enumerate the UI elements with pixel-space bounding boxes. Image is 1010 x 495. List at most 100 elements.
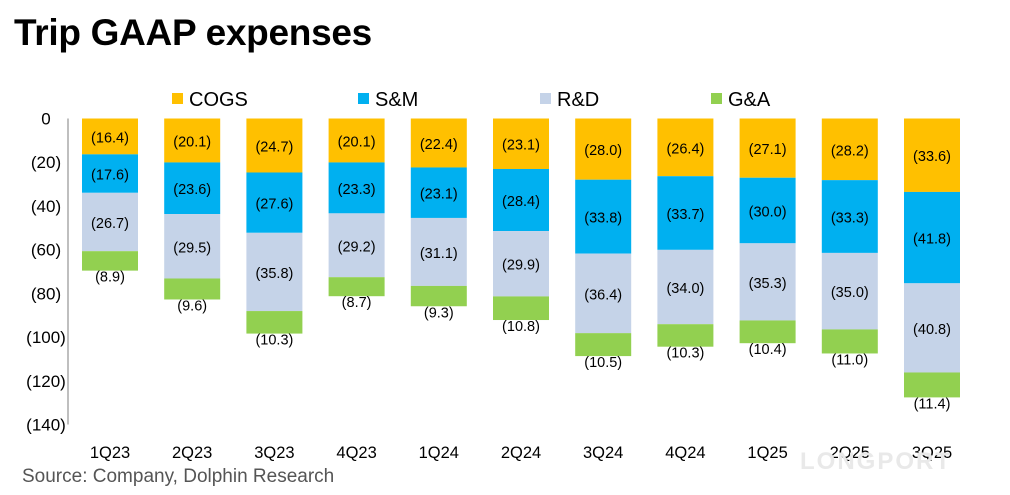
bar-segment-ga: [410, 285, 467, 307]
data-label: (10.8): [502, 319, 540, 335]
legend-swatch-sm: [358, 93, 369, 104]
data-label: (20.1): [338, 134, 376, 150]
bar-segment-rd: [904, 283, 960, 373]
data-label: (33.6): [913, 149, 951, 165]
bar-segment-cogs: [493, 118, 549, 169]
bar-segment-ga: [328, 277, 385, 297]
data-label: (8.7): [342, 295, 372, 311]
bar-segment-sm: [904, 191, 960, 284]
data-label: (26.7): [91, 216, 129, 232]
bar-segment-cogs: [904, 118, 960, 192]
data-label: (10.4): [749, 342, 787, 358]
data-label: (29.5): [173, 240, 211, 256]
bar-segment-rd: [493, 231, 549, 297]
data-label: (10.3): [666, 346, 704, 362]
bar-segment-ga: [493, 296, 549, 321]
data-label: (28.4): [502, 194, 540, 210]
bar-segment-cogs: [657, 118, 714, 177]
y-tick-label: (140): [26, 416, 66, 435]
bar-segment-ga: [164, 278, 221, 300]
data-label: (33.7): [666, 207, 704, 223]
bar-segment-cogs: [246, 118, 303, 173]
bar-segment-cogs: [821, 118, 878, 181]
bar-segment-rd: [246, 232, 303, 312]
data-label: (10.5): [584, 355, 622, 371]
bar-segment-cogs: [575, 118, 632, 180]
bar-segment-ga: [82, 251, 138, 271]
bar-segment-sm: [328, 162, 385, 214]
legend-swatch-rd: [540, 93, 551, 104]
data-label: (24.7): [255, 139, 293, 155]
data-label: (23.1): [502, 138, 540, 154]
data-label: (31.1): [420, 246, 458, 262]
legend-label-ga: G&A: [728, 89, 771, 111]
bar-segment-cogs: [410, 118, 467, 168]
data-label: (33.8): [584, 211, 622, 227]
bar-segment-ga: [821, 329, 878, 354]
x-tick-label: 3Q24: [583, 444, 623, 462]
data-label: (36.4): [584, 287, 622, 303]
source-note: Source: Company, Dolphin Research: [22, 466, 335, 487]
bar-segment-sm: [246, 172, 303, 233]
x-tick-label: 3Q25: [912, 444, 952, 462]
bar-segment-rd: [821, 252, 878, 330]
x-tick-label: 2Q24: [501, 444, 541, 462]
data-label: (9.6): [177, 298, 207, 314]
bar-segment-ga: [657, 324, 714, 347]
data-label: (40.8): [913, 322, 951, 338]
data-label: (28.2): [831, 143, 869, 159]
x-tick-label: 4Q24: [665, 444, 705, 462]
data-label: (27.6): [255, 197, 293, 213]
data-label: (8.9): [95, 270, 125, 286]
bar-segment-cogs: [164, 118, 221, 163]
bar-segment-rd: [164, 214, 221, 279]
bar-segment-rd: [657, 249, 714, 325]
data-label: (20.1): [173, 134, 211, 150]
data-label: (26.4): [666, 141, 704, 157]
data-label: (28.0): [584, 143, 622, 159]
data-label: (22.4): [420, 137, 458, 153]
bar-segment-ga: [246, 311, 303, 334]
data-label: (35.0): [831, 285, 869, 301]
legend-label-cogs: COGS: [189, 89, 248, 111]
bar-segment-sm: [410, 167, 467, 218]
bar-segment-rd: [410, 217, 467, 286]
legend-label-rd: R&D: [557, 89, 599, 111]
data-label: (9.3): [424, 305, 454, 321]
data-label: (29.2): [338, 239, 376, 255]
data-label: (16.4): [91, 130, 129, 146]
bar-segment-sm: [821, 180, 878, 253]
data-label: (35.3): [749, 276, 787, 292]
bar-segment-sm: [82, 154, 138, 193]
y-tick-label: (40): [31, 197, 61, 216]
bar-segment-rd: [328, 213, 385, 278]
x-tick-label: 2Q23: [172, 444, 212, 462]
y-tick-label: (100): [26, 328, 66, 347]
data-label: (11.4): [914, 396, 951, 412]
data-label: (34.0): [666, 281, 704, 297]
bar-segment-sm: [164, 162, 221, 215]
data-label: (11.0): [831, 352, 868, 368]
data-label: (33.3): [831, 211, 869, 227]
bar-segment-cogs: [739, 118, 796, 178]
legend-swatch-ga: [711, 93, 722, 104]
bar-segment-ga: [904, 372, 960, 398]
data-label: (30.0): [749, 205, 787, 221]
bar-segment-rd: [739, 243, 796, 321]
bar-segment-sm: [493, 168, 549, 232]
y-tick-label: 0: [41, 110, 50, 129]
bar-segment-rd: [575, 253, 632, 334]
bar-segment-sm: [575, 179, 632, 254]
data-label: (41.8): [913, 232, 951, 248]
watermark-logo: LONGPORT: [800, 448, 952, 475]
data-label: (23.6): [173, 182, 211, 198]
x-tick-label: 1Q23: [90, 444, 130, 462]
x-tick-label: 3Q23: [254, 444, 294, 462]
y-tick-label: (120): [26, 372, 66, 391]
legend-swatch-cogs: [172, 93, 183, 104]
x-tick-label: 1Q25: [747, 444, 787, 462]
data-label: (35.8): [255, 266, 293, 282]
data-label: (27.1): [749, 142, 787, 158]
data-label: (23.1): [420, 187, 458, 203]
